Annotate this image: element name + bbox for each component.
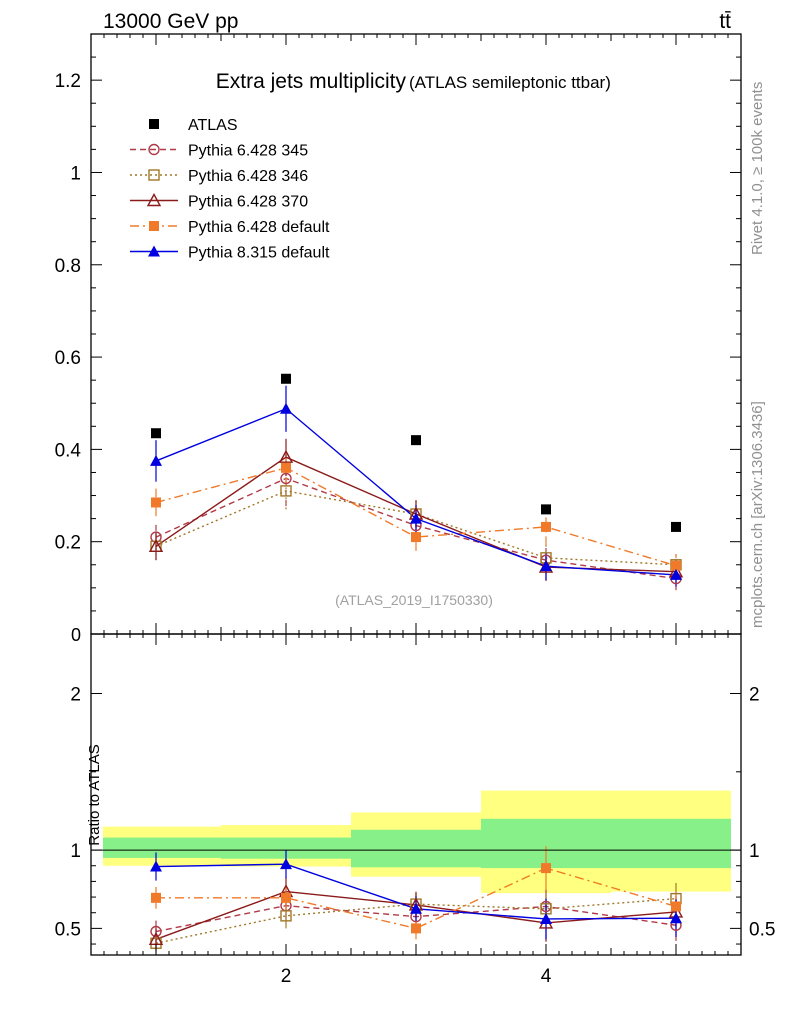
main-ytick-label-6: 1.2: [55, 71, 81, 92]
ratio-ytick-label-right-1: 1: [749, 841, 760, 862]
main-point-pythia-8-315-default-3: [410, 512, 422, 524]
header-right: tt̄: [719, 10, 731, 33]
main-point-pythia-8-315-default-1: [150, 454, 162, 466]
chart-title: Extra jets multiplicity: [216, 70, 407, 93]
main-point-pythia-6-428-default-4: [541, 521, 551, 532]
ratio-ytick-label-left-2: 2: [70, 685, 81, 706]
main-point-pythia-6-428-370-1: [148, 538, 164, 553]
ratio-point-pythia-6-428-345-1: [150, 925, 162, 938]
main-point-pythia-6-428-default-5: [671, 560, 681, 571]
main-point-pythia-6-428-default-1: [151, 497, 161, 508]
legend: ATLAS Pythia 6.428 345 Pythia 6.428 346 Pyt…: [130, 117, 330, 262]
legend-marker-atlas: [149, 119, 159, 129]
ratio-band-inner-1: [103, 837, 221, 858]
main-point-pythia-8-315-default-4: [540, 560, 552, 572]
ratio-xtick-label-1: 4: [541, 966, 552, 987]
ratio-point-pythia-6-428-346-2: [280, 910, 292, 922]
main-point-pythia-8-315-default-2: [280, 402, 292, 414]
main-point-pythia-6-428-default-3: [411, 532, 421, 543]
ratio-xtick-label-0: 2: [281, 966, 292, 987]
main-ytick-label-3: 0.6: [55, 348, 81, 369]
ratio-ytick-label-right-2: 2: [749, 685, 760, 706]
ratio-point-pythia-8-315-default-5: [670, 912, 682, 924]
ratio-point-pythia-6-428-default-2: [281, 892, 291, 903]
ratio-point-pythia-6-428-default-3: [411, 923, 421, 934]
ratio-point-pythia-8-315-default-4: [540, 912, 552, 924]
main-ytick-label-2: 0.4: [55, 440, 82, 461]
main-line-pythia-6-428-default: [155, 467, 677, 567]
legend-label-pythia-6-428-default: Pythia 6.428 default: [188, 219, 330, 236]
main-ytick-label-1: 0.2: [55, 533, 81, 554]
ratio-point-pythia-8-315-default-2: [280, 858, 292, 870]
legend-marker-pythia-8-315-default: [148, 245, 160, 257]
main-point-pythia-6-428-346-2: [280, 485, 292, 497]
ratio-uncertainty-bands: [103, 790, 731, 894]
main-point-atlas-1: [151, 428, 161, 439]
ratio-point-pythia-8-315-default-1: [150, 860, 162, 872]
main-point-pythia-8-315-default-5: [670, 568, 682, 580]
legend-label-pythia-6-428-370: Pythia 6.428 370: [188, 194, 308, 211]
legend-label-pythia-8-315-default: Pythia 8.315 default: [188, 245, 330, 262]
ratio-line-pythia-6-428-346: [155, 897, 677, 944]
axes: 0 0.2 0.4 0.6 0.8 1 1.2 0.5 0.5 1 1 2 2 2 4: [55, 33, 775, 987]
ratio-point-pythia-6-428-default-1: [151, 892, 161, 903]
main-point-pythia-6-428-345-2: [280, 472, 292, 485]
ratio-point-pythia-6-428-default-5: [671, 901, 681, 912]
chart-subtitle: (ATLAS semileptonic ttbar): [409, 73, 611, 92]
header-left: 13000 GeV pp: [103, 10, 238, 33]
ratio-ytick-label-left-1: 1: [70, 841, 81, 862]
mcplots-reference-label: mcplots.cern.ch [arXiv:1306.3436]: [749, 401, 766, 628]
legend-label-pythia-6-428-345: Pythia 6.428 345: [188, 143, 308, 160]
rivet-version-label: Rivet 4.1.0, ≥ 100k events: [749, 82, 766, 255]
ratio-ytick-label-left-0: 0.5: [55, 919, 81, 940]
ratio-point-pythia-6-428-default-4: [541, 863, 551, 874]
ratio-band-inner-2: [221, 837, 351, 859]
main-point-atlas-4: [541, 504, 551, 515]
main-ytick-label-5: 1: [70, 163, 81, 184]
ratio-band-inner-5: [611, 818, 731, 869]
ratio-y-axis-label: Ratio to ATLAS: [86, 744, 103, 845]
main-ytick-label-4: 0.8: [55, 256, 81, 277]
main-point-atlas-2: [281, 373, 291, 384]
main-point-atlas-3: [411, 435, 421, 446]
legend-marker-pythia-6-428-345: [148, 143, 160, 156]
legend-marker-pythia-6-428-346: [148, 169, 160, 181]
ratio-point-pythia-8-315-default-3: [410, 902, 422, 914]
legend-marker-pythia-6-428-370: [146, 193, 162, 207]
main-point-pythia-6-428-345-1: [150, 531, 162, 543]
main-point-atlas-5: [671, 521, 681, 532]
legend-label-atlas: ATLAS: [188, 117, 238, 134]
ratio-ytick-label-right-0: 0.5: [749, 919, 775, 940]
main-point-pythia-6-428-default-2: [281, 462, 291, 473]
legend-marker-pythia-6-428-default: [149, 221, 159, 231]
analysis-watermark: (ATLAS_2019_I1750330): [335, 592, 493, 608]
main-ytick-label-0: 0: [71, 625, 81, 645]
main-point-pythia-6-428-370-2: [278, 449, 294, 463]
legend-label-pythia-6-428-346: Pythia 6.428 346: [188, 168, 308, 185]
ratio-band-inner-3: [351, 829, 481, 868]
